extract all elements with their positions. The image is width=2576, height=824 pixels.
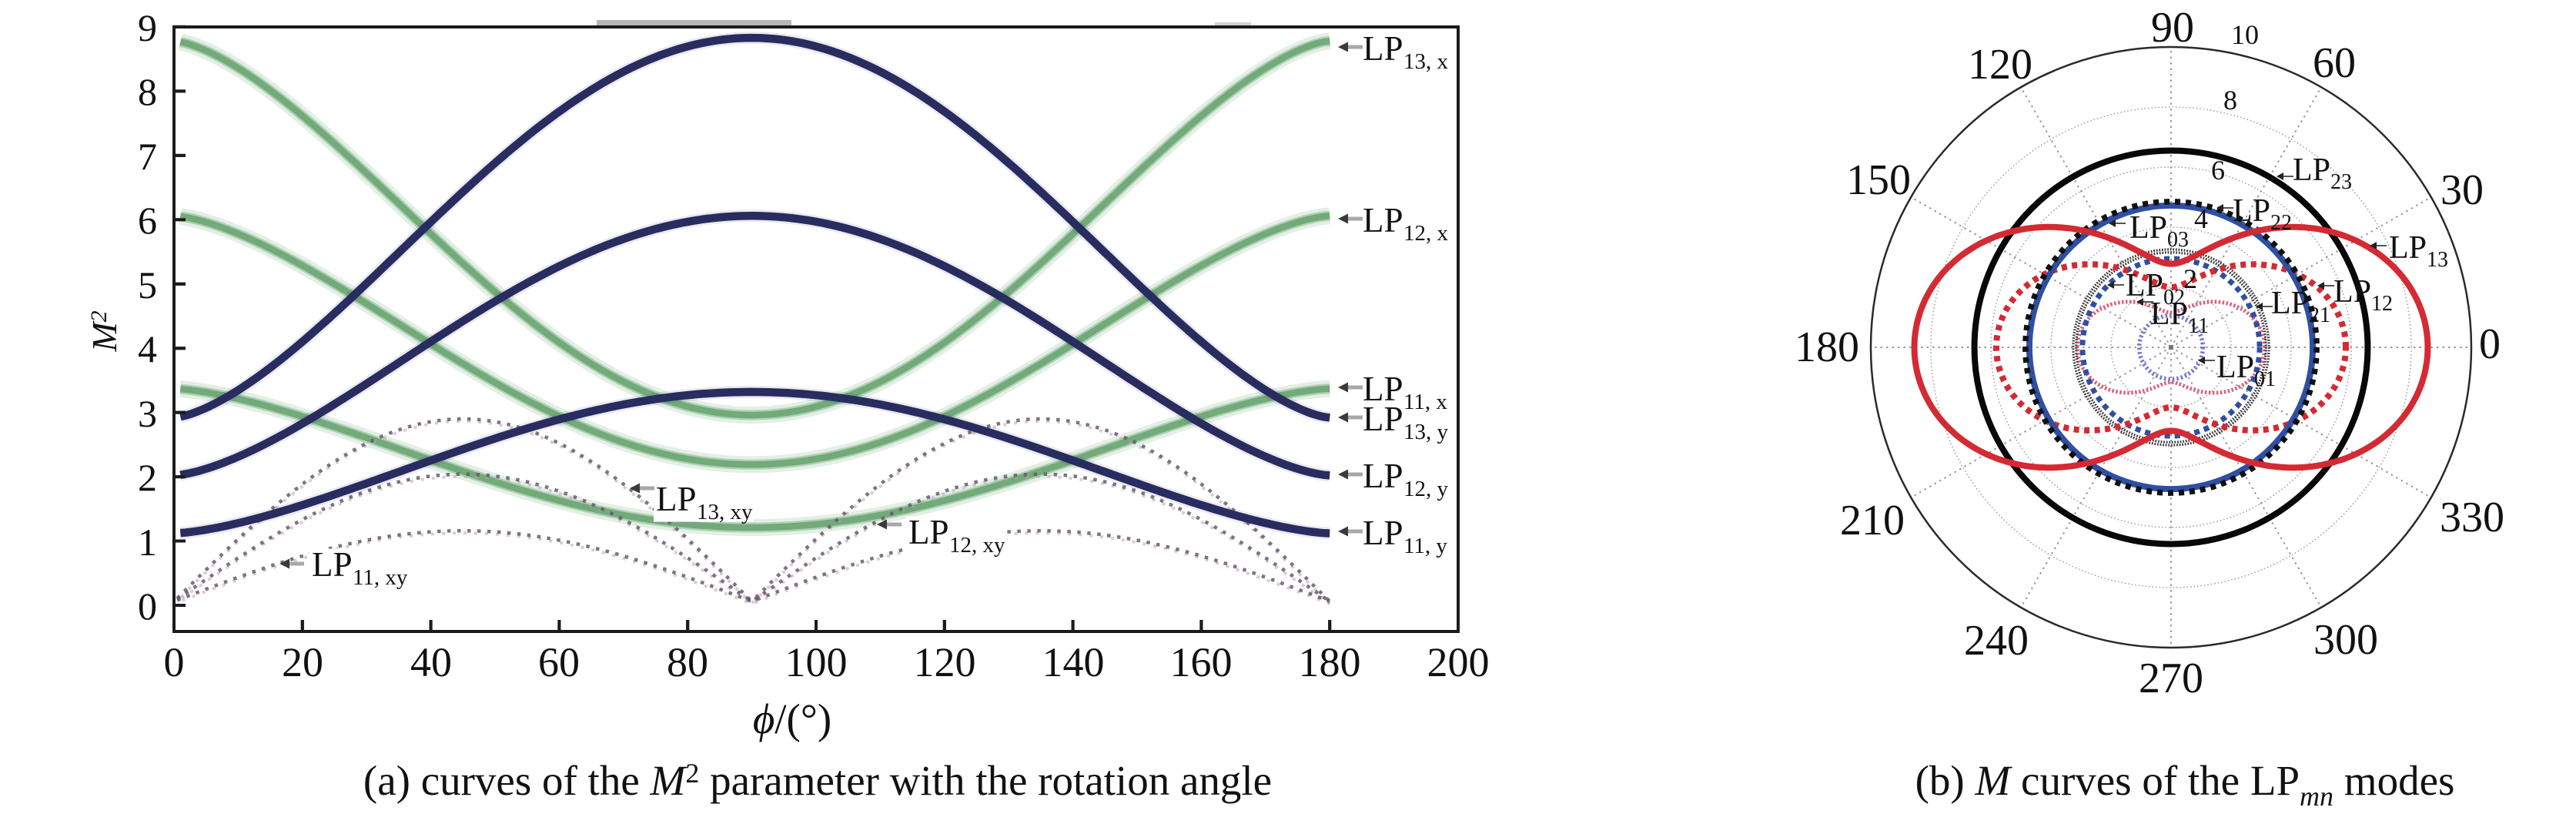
svg-text:140: 140 bbox=[1042, 639, 1105, 685]
svg-text:8: 8 bbox=[138, 70, 157, 113]
svg-text:11, x: 11, x bbox=[1403, 390, 1447, 414]
svg-text:2: 2 bbox=[2183, 263, 2197, 294]
svg-text:100: 100 bbox=[785, 639, 848, 685]
svg-text:LP: LP bbox=[2333, 274, 2371, 310]
svg-text:1: 1 bbox=[138, 521, 157, 564]
svg-text:7: 7 bbox=[138, 135, 157, 178]
svg-text:LP: LP bbox=[1363, 29, 1403, 68]
svg-text:LP: LP bbox=[908, 513, 949, 551]
svg-text:LP: LP bbox=[1363, 201, 1403, 239]
svg-text:160: 160 bbox=[1170, 639, 1233, 685]
svg-text:80: 80 bbox=[667, 639, 708, 685]
svg-text:4: 4 bbox=[2194, 203, 2208, 234]
svg-text:200: 200 bbox=[1427, 639, 1490, 685]
svg-text:40: 40 bbox=[410, 639, 452, 685]
svg-text:300: 300 bbox=[2313, 616, 2378, 664]
svg-text:13, xy: 13, xy bbox=[697, 500, 753, 524]
svg-text:90: 90 bbox=[2151, 4, 2194, 52]
svg-text:03: 03 bbox=[2167, 228, 2189, 252]
svg-text:(a) curves of the M2 parameter: (a) curves of the M2 parameter with the … bbox=[363, 757, 1272, 804]
svg-text:180: 180 bbox=[1795, 323, 1859, 371]
svg-text:11, y: 11, y bbox=[1403, 534, 1447, 558]
svg-text:3: 3 bbox=[138, 392, 157, 435]
svg-text:21: 21 bbox=[2309, 303, 2330, 327]
svg-text:LP: LP bbox=[2271, 286, 2309, 321]
svg-text:02: 02 bbox=[2163, 286, 2185, 310]
svg-text:LP: LP bbox=[2129, 210, 2167, 246]
svg-text:13, x: 13, x bbox=[1403, 49, 1449, 74]
svg-text:11: 11 bbox=[2188, 314, 2209, 338]
svg-text:0: 0 bbox=[164, 639, 185, 685]
svg-text:5: 5 bbox=[138, 263, 157, 306]
svg-text:20: 20 bbox=[282, 639, 323, 685]
svg-text:LP: LP bbox=[2293, 152, 2330, 188]
svg-text:0: 0 bbox=[138, 585, 157, 628]
svg-text:270: 270 bbox=[2139, 655, 2203, 702]
svg-text:12, x: 12, x bbox=[1403, 221, 1449, 246]
svg-text:60: 60 bbox=[538, 639, 580, 685]
svg-text:LP: LP bbox=[312, 545, 353, 584]
svg-text:13, y: 13, y bbox=[1403, 420, 1449, 444]
svg-text:330: 330 bbox=[2440, 494, 2504, 541]
svg-text:2: 2 bbox=[138, 456, 157, 499]
svg-text:LP: LP bbox=[1363, 400, 1403, 438]
svg-text:120: 120 bbox=[1968, 41, 2032, 89]
svg-text:0: 0 bbox=[2479, 320, 2501, 368]
svg-text:01: 01 bbox=[2254, 367, 2276, 391]
svg-text:(b) M curves of the LPmn modes: (b) M curves of the LPmn modes bbox=[1915, 757, 2455, 812]
svg-text:6: 6 bbox=[138, 199, 157, 242]
svg-text:12, y: 12, y bbox=[1403, 477, 1449, 501]
svg-text:LP: LP bbox=[2150, 296, 2188, 332]
svg-text:180: 180 bbox=[1299, 639, 1361, 685]
svg-text:240: 240 bbox=[1964, 617, 2029, 665]
svg-text:ϕ/(°): ϕ/(°) bbox=[753, 695, 831, 742]
svg-text:LP: LP bbox=[2389, 230, 2427, 266]
svg-text:120: 120 bbox=[914, 639, 976, 685]
svg-text:10: 10 bbox=[2231, 19, 2259, 50]
svg-text:LP: LP bbox=[656, 480, 697, 518]
svg-text:4: 4 bbox=[138, 327, 157, 370]
svg-text:6: 6 bbox=[2211, 155, 2225, 186]
svg-text:LP: LP bbox=[1363, 514, 1403, 552]
svg-text:12, xy: 12, xy bbox=[949, 533, 1005, 558]
svg-text:60: 60 bbox=[2313, 39, 2356, 87]
svg-text:LP: LP bbox=[1363, 457, 1403, 495]
svg-text:30: 30 bbox=[2441, 166, 2484, 214]
svg-text:22: 22 bbox=[2270, 211, 2292, 235]
svg-text:9: 9 bbox=[138, 6, 157, 49]
svg-text:23: 23 bbox=[2330, 170, 2352, 194]
svg-text:210: 210 bbox=[1840, 497, 1905, 544]
svg-text:13: 13 bbox=[2427, 248, 2448, 272]
svg-text:12: 12 bbox=[2371, 292, 2393, 316]
svg-text:LP: LP bbox=[1363, 370, 1403, 408]
svg-text:LP: LP bbox=[2126, 268, 2163, 303]
svg-text:LP: LP bbox=[2233, 193, 2270, 229]
svg-text:LP: LP bbox=[2216, 350, 2254, 385]
svg-text:150: 150 bbox=[1846, 156, 1911, 204]
svg-text:8: 8 bbox=[2223, 85, 2237, 116]
svg-text:11, xy: 11, xy bbox=[353, 565, 408, 590]
